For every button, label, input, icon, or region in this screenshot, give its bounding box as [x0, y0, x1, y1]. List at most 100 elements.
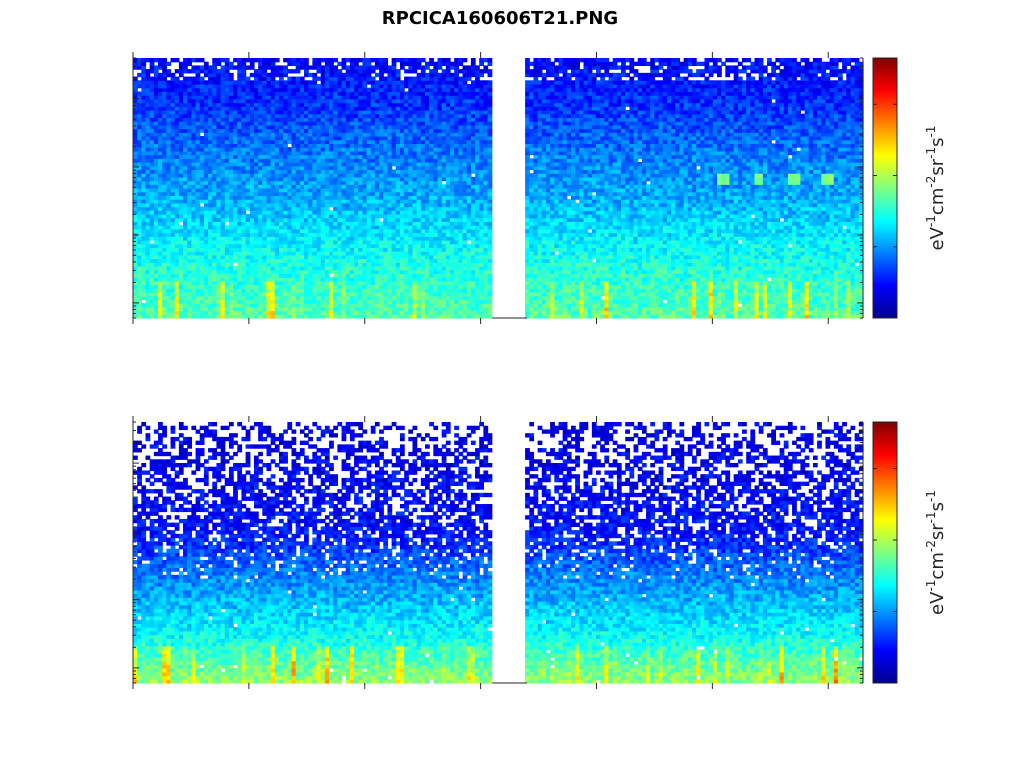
heatmap-cell	[270, 214, 276, 219]
heatmap-cell	[374, 240, 380, 245]
heatmap-cell	[291, 277, 297, 282]
heatmap-cell	[395, 277, 401, 282]
heatmap-cell	[216, 124, 222, 130]
heatmap-cell	[249, 310, 255, 315]
heatmap-cell	[158, 221, 163, 226]
heatmap-cell	[237, 214, 243, 219]
heatmap-cell	[258, 277, 263, 282]
heatmap-cell	[153, 176, 159, 182]
heatmap-cell	[341, 113, 347, 119]
heatmap-cell	[420, 202, 426, 208]
heatmap-cell	[329, 95, 334, 100]
heatmap-cell	[420, 232, 426, 237]
heatmap-cell	[133, 128, 138, 133]
heatmap-cell	[153, 225, 159, 230]
heatmap-cell	[304, 225, 309, 230]
heatmap-cell	[266, 143, 272, 148]
heatmap-cell	[237, 158, 243, 163]
heatmap-cell	[249, 195, 255, 200]
heatmap-cell	[208, 214, 213, 219]
heatmap-cell	[262, 106, 268, 111]
heatmap-cell	[208, 80, 213, 85]
heatmap-cell	[170, 98, 176, 104]
heatmap-cell	[320, 124, 326, 130]
heatmap-cell	[191, 225, 197, 230]
heatmap-cell	[320, 110, 326, 115]
heatmap-cell	[187, 221, 192, 226]
heatmap-cell	[354, 284, 359, 289]
heatmap-cell	[408, 273, 414, 278]
heatmap-cell	[379, 258, 384, 263]
heatmap-cell	[320, 214, 326, 219]
heatmap-cell	[374, 124, 380, 130]
heatmap-cell	[395, 243, 401, 249]
heatmap-cell	[404, 95, 409, 100]
heatmap-cell	[379, 61, 384, 67]
heatmap-cell	[404, 58, 409, 63]
heatmap-cell	[329, 292, 334, 297]
heatmap-cell	[420, 136, 426, 141]
heatmap-cell	[362, 306, 368, 312]
heatmap-cell	[333, 258, 338, 263]
heatmap-cell	[341, 188, 347, 193]
heatmap-cell	[279, 147, 284, 152]
heatmap-cell	[358, 84, 364, 89]
heatmap-cell	[212, 262, 218, 267]
heatmap-cell	[249, 154, 255, 159]
heatmap-cell	[345, 266, 351, 271]
heatmap-cell	[158, 91, 163, 96]
heatmap-cell	[203, 310, 209, 315]
heatmap-cell	[208, 84, 213, 89]
heatmap-cell	[354, 173, 359, 178]
heatmap-cell	[199, 292, 205, 297]
heatmap-cell	[312, 136, 318, 141]
heatmap-cell	[316, 98, 322, 104]
heatmap-cell	[308, 98, 313, 104]
heatmap-cell	[199, 158, 205, 163]
heatmap-cell	[233, 202, 238, 208]
heatmap-cell	[341, 162, 347, 167]
heatmap-cell	[199, 251, 205, 256]
heatmap-cell	[291, 240, 297, 245]
heatmap-cell	[429, 277, 434, 282]
heatmap-cell	[237, 87, 243, 93]
heatmap-cell	[433, 76, 439, 81]
heatmap-cell	[258, 314, 263, 319]
heatmap-cell	[404, 262, 409, 267]
heatmap-cell	[228, 306, 234, 312]
heatmap-cell	[345, 288, 351, 293]
heatmap-cell	[270, 251, 276, 256]
heatmap-cell	[270, 292, 276, 297]
heatmap-cell	[399, 254, 405, 260]
heatmap-cell	[345, 258, 351, 263]
heatmap-cell	[237, 306, 243, 312]
heatmap-cell	[299, 303, 305, 308]
heatmap-cell	[241, 217, 247, 223]
heatmap-cell	[158, 288, 163, 293]
heatmap-cell	[274, 154, 280, 159]
heatmap-cell	[270, 188, 276, 193]
heatmap-cell	[324, 121, 330, 126]
heatmap-cell	[425, 147, 430, 152]
heatmap-cell	[324, 180, 330, 185]
heatmap-cell	[279, 158, 284, 163]
heatmap-cell	[399, 102, 405, 107]
heatmap-cell	[345, 58, 351, 63]
heatmap-cell	[158, 266, 163, 271]
heatmap-cell	[141, 76, 147, 81]
heatmap-cell	[337, 221, 343, 226]
heatmap-cell	[329, 136, 334, 141]
heatmap-cell	[145, 124, 151, 130]
heatmap-cell	[379, 206, 384, 211]
heatmap-cell	[183, 136, 188, 141]
heatmap-cell	[349, 199, 355, 204]
heatmap-cell	[299, 314, 305, 319]
heatmap-cell	[266, 206, 272, 211]
heatmap-cell	[324, 136, 330, 141]
heatmap-cell	[203, 292, 209, 297]
heatmap-cell	[374, 292, 380, 297]
heatmap-cell	[312, 243, 318, 249]
heatmap-cell	[241, 232, 247, 237]
heatmap-cell	[341, 314, 347, 319]
heatmap-cell	[308, 247, 313, 252]
